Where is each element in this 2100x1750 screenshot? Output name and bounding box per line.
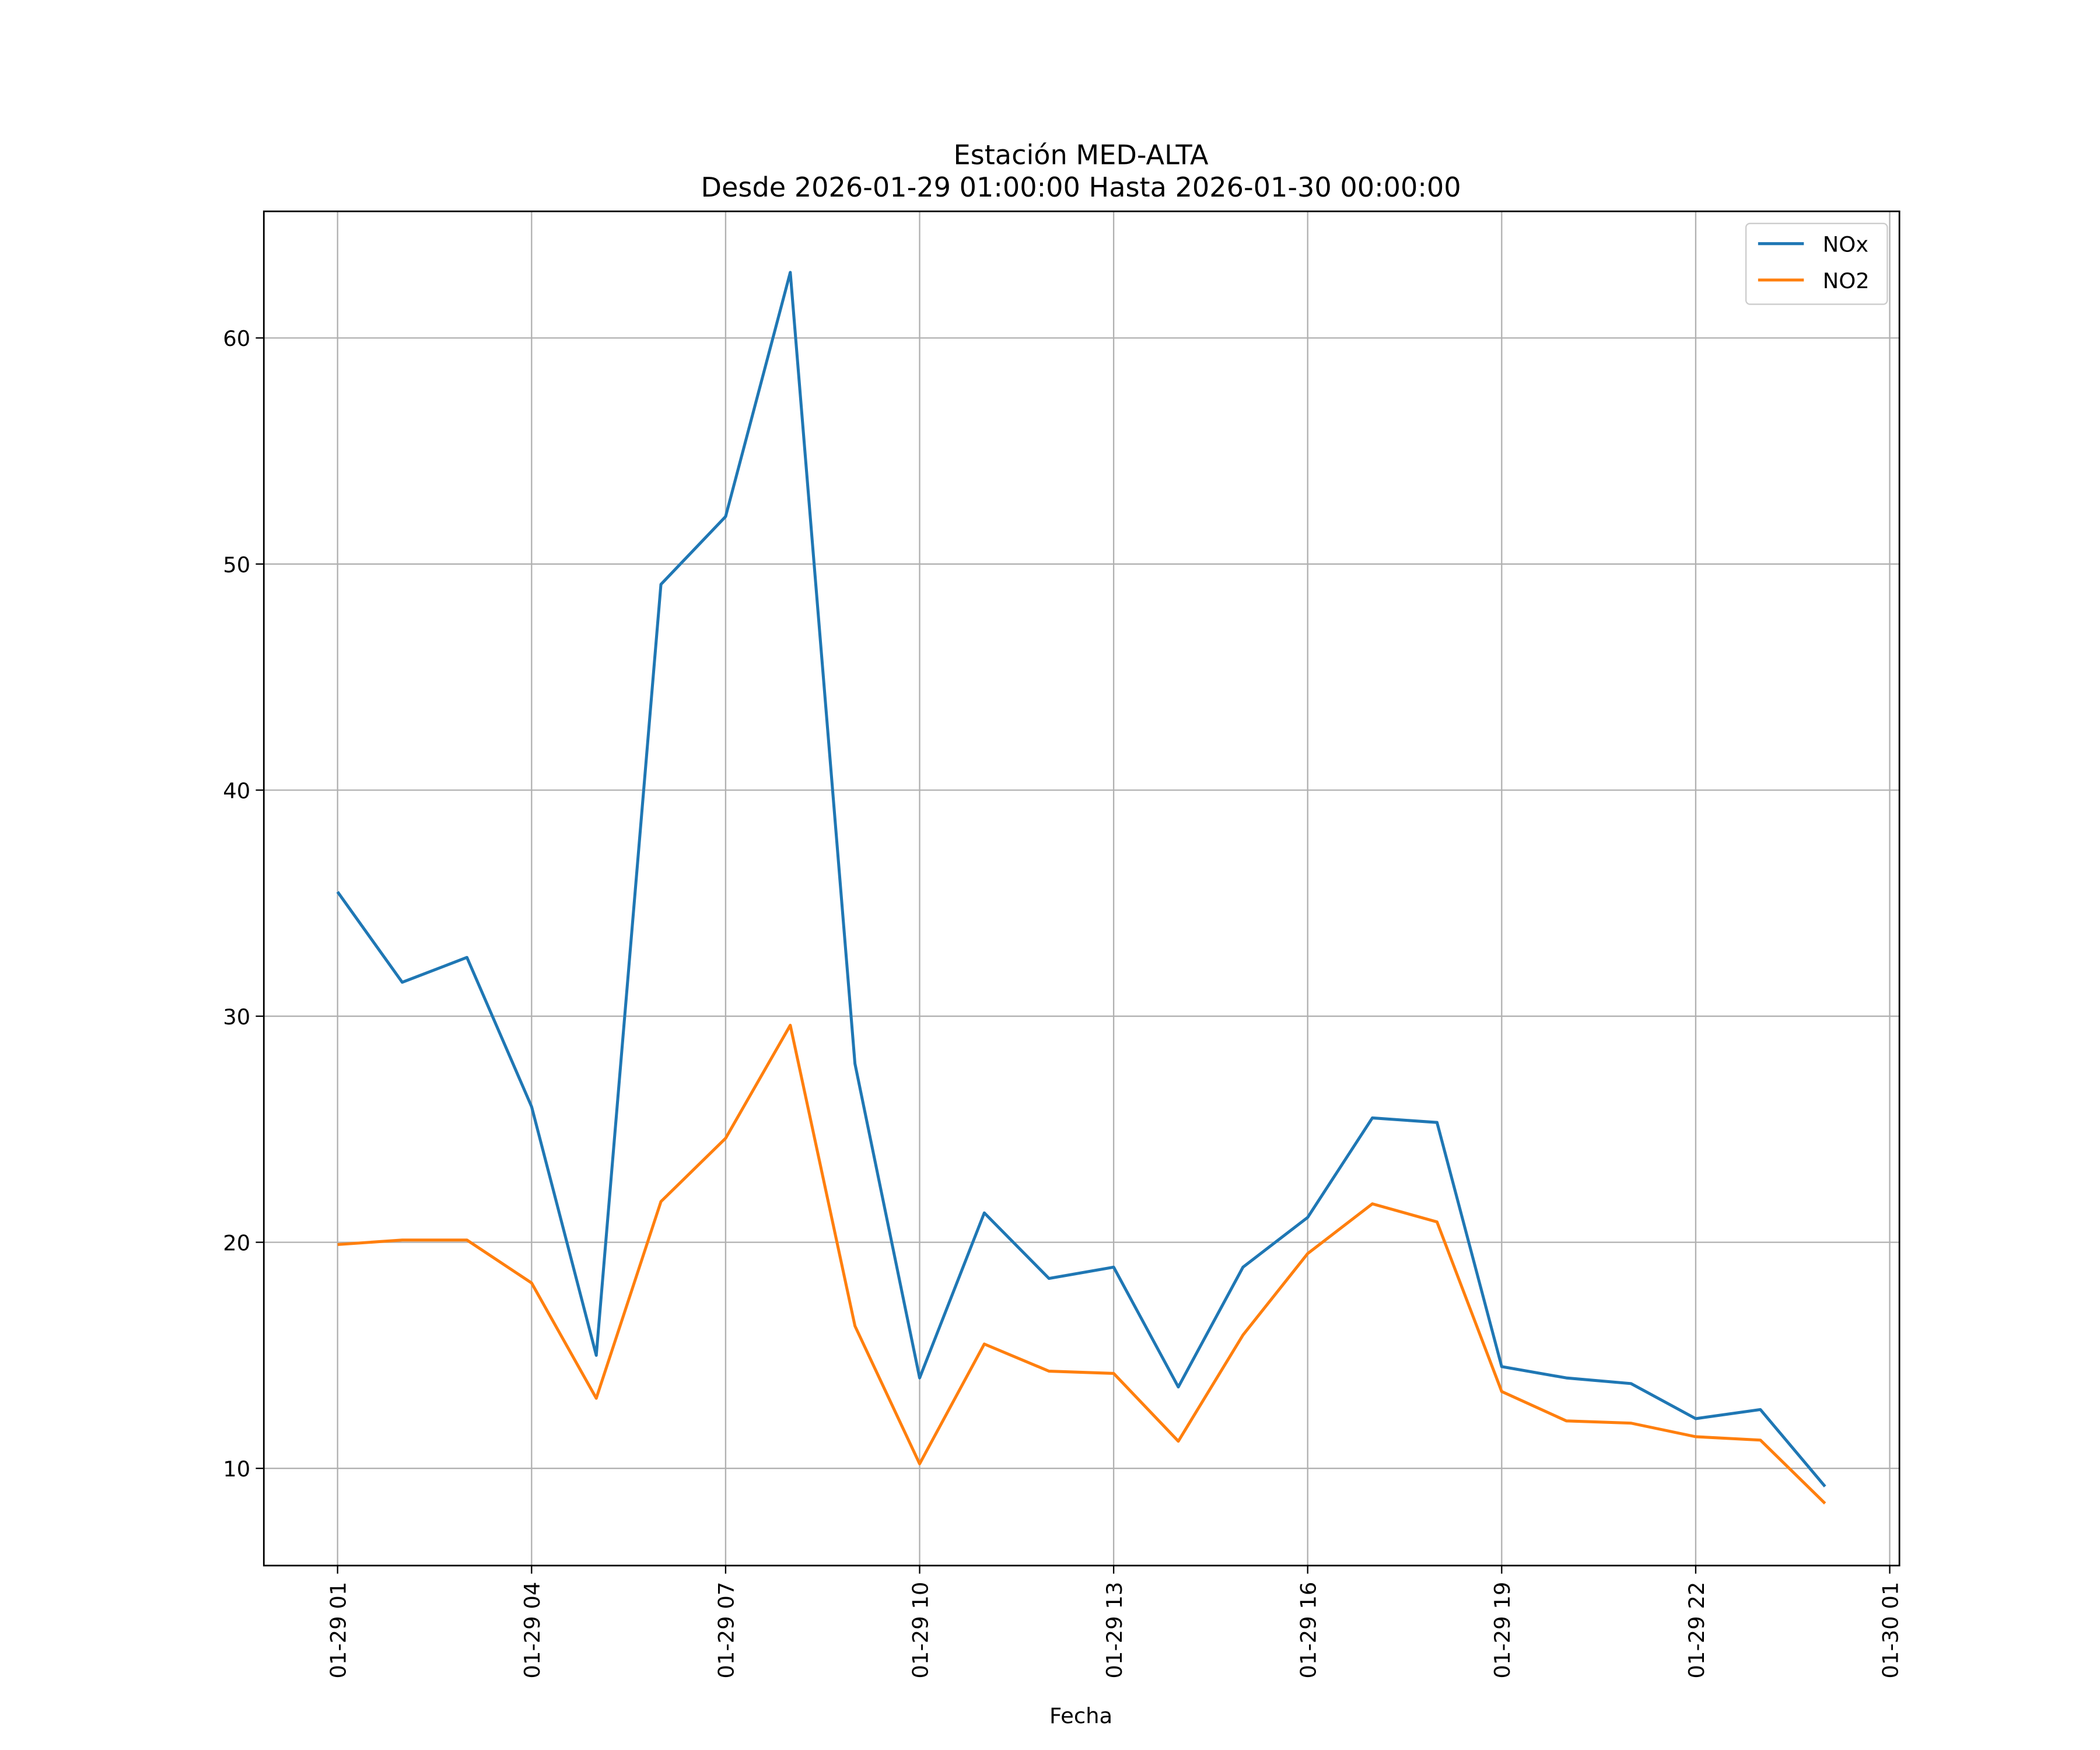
x-tick-label: 01-29 04	[520, 1582, 545, 1679]
chart-subtitle: Desde 2026-01-29 01:00:00 Hasta 2026-01-…	[701, 172, 1461, 203]
x-axis-label: Fecha	[1049, 1703, 1112, 1728]
y-tick-label: 10	[223, 1457, 250, 1482]
series-lines	[336, 271, 1826, 1505]
series-line-nox	[336, 271, 1826, 1488]
series-line-no2	[337, 1024, 1826, 1505]
axes-frame	[262, 210, 1901, 1567]
x-tick-label: 01-29 01	[326, 1582, 351, 1679]
y-ticks: 10 20 30 40 50 60	[223, 326, 264, 1482]
grid	[264, 211, 1900, 1566]
legend-label-nox: NOx	[1823, 232, 1869, 257]
x-tick-label: 01-29 19	[1490, 1582, 1515, 1679]
x-tick-label: 01-29 16	[1296, 1582, 1321, 1679]
y-tick-label: 60	[223, 326, 250, 351]
chart-title: Estación MED-ALTA	[954, 139, 1209, 171]
x-tick-label: 01-29 07	[714, 1582, 739, 1679]
y-tick-label: 40	[223, 778, 250, 803]
y-tick-label: 50	[223, 552, 250, 578]
x-tick-label: 01-29 22	[1684, 1582, 1709, 1679]
x-tick-label: 01-29 13	[1102, 1582, 1127, 1679]
legend-label-no2: NO2	[1823, 268, 1870, 293]
x-tick-label: 01-30 01	[1878, 1582, 1903, 1679]
legend: NOx NO2	[1745, 222, 1888, 305]
x-ticks: 01-29 01 01-29 04 01-29 07 01-29 10 01-29 13…	[326, 1565, 1903, 1679]
y-tick-label: 20	[223, 1230, 250, 1255]
x-tick-label: 01-29 10	[908, 1582, 933, 1679]
y-tick-label: 30	[223, 1005, 250, 1030]
